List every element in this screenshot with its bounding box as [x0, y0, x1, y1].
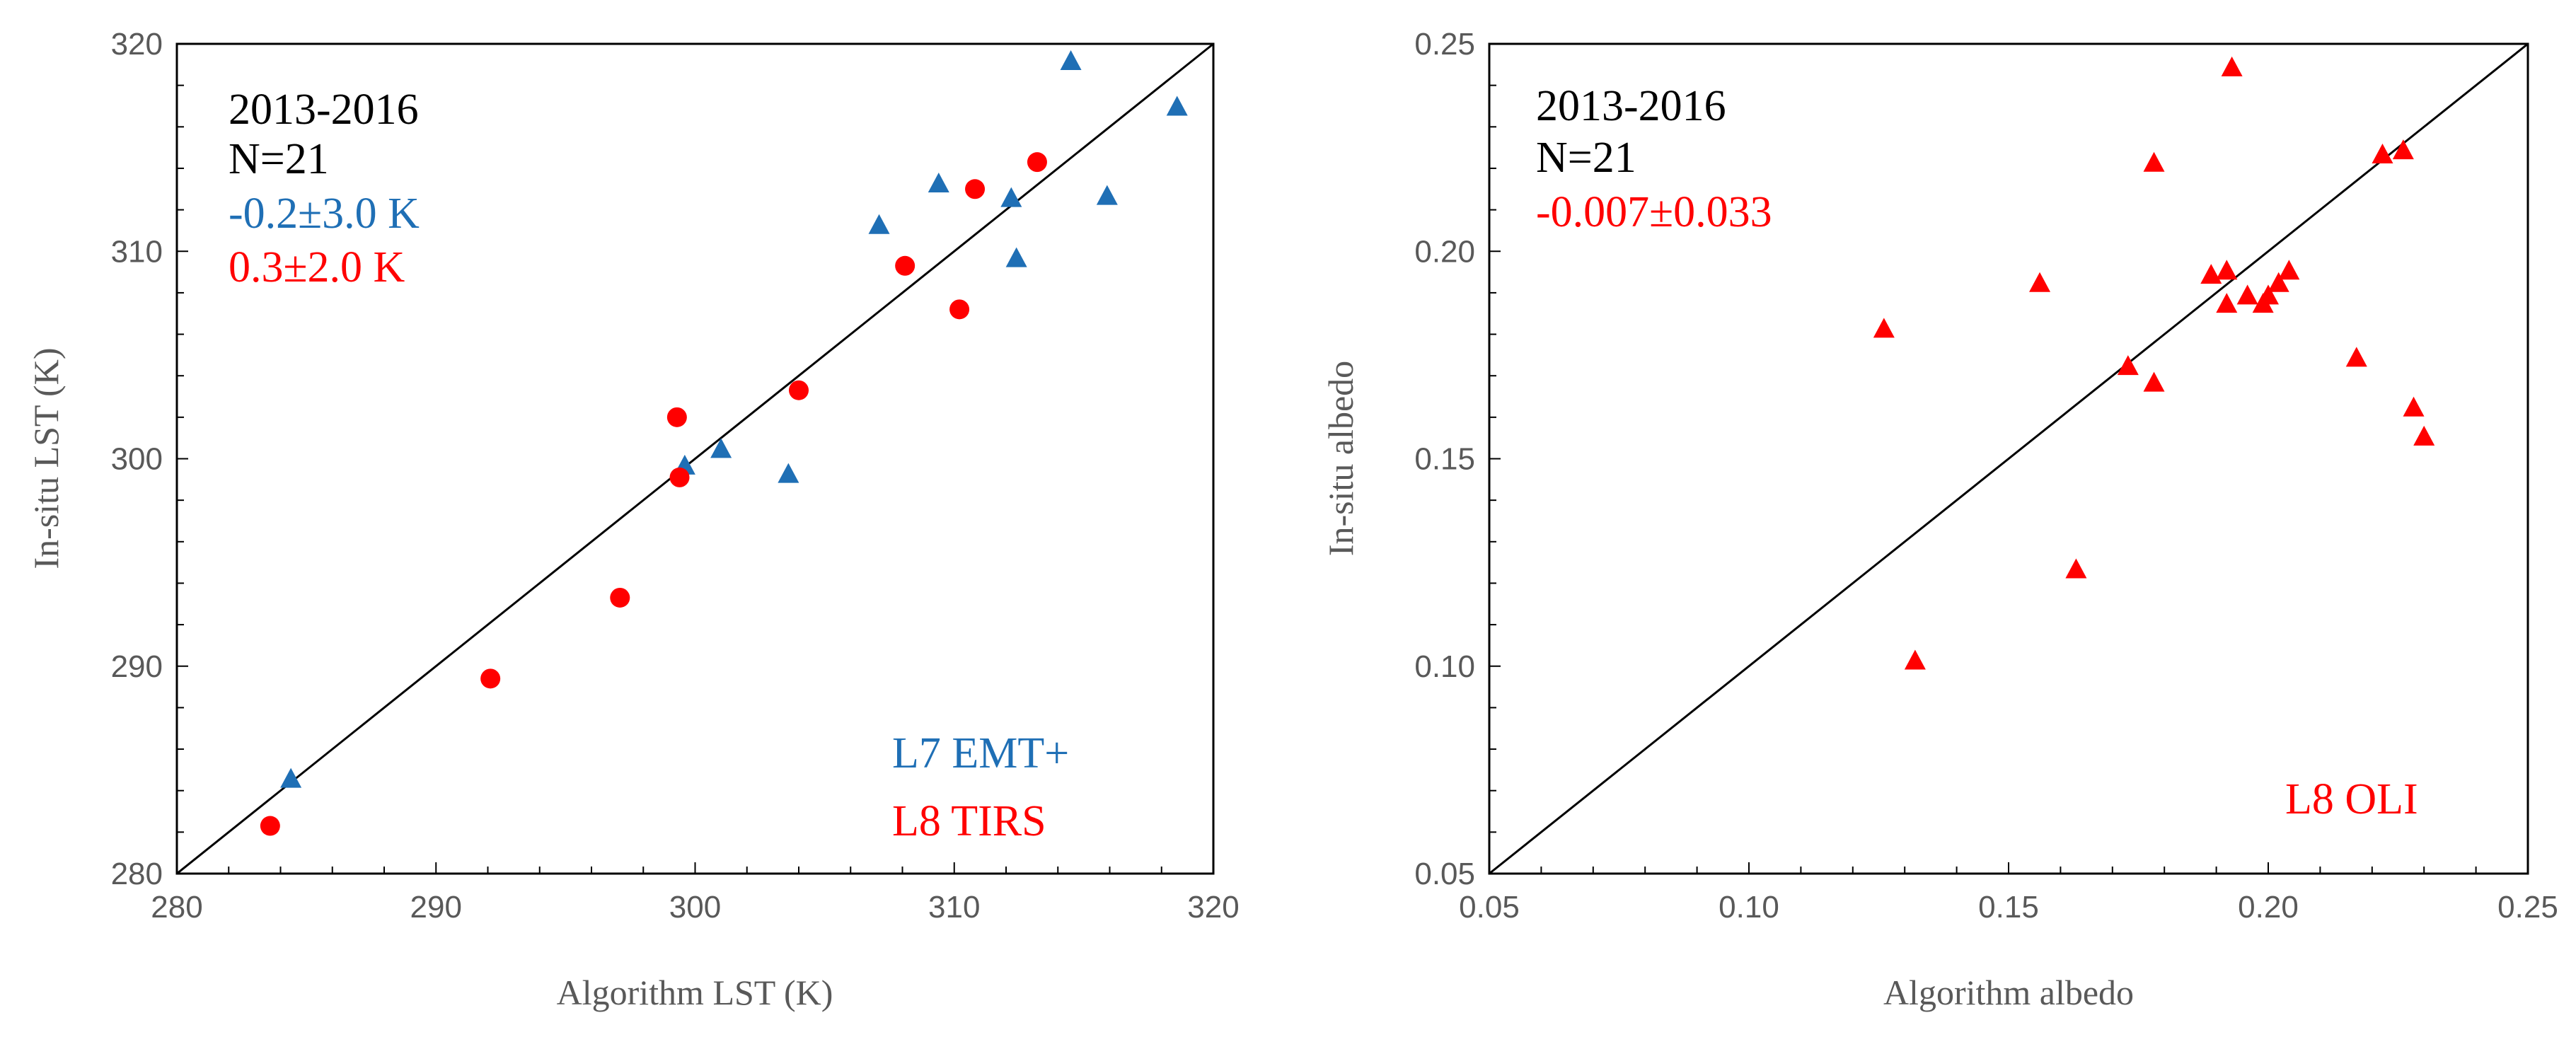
albedo-point-l8-oli: [2216, 260, 2238, 280]
lst-one-to-one-line: [176, 42, 1214, 875]
x-tick-label: 300: [669, 890, 721, 925]
lst-point-l7-emt-: [1060, 50, 1082, 71]
x-tick-label: 0.10: [1719, 890, 1779, 925]
albedo-point-l8-oli: [2413, 425, 2435, 446]
x-tick-label: 280: [151, 890, 202, 925]
albedo-one-to-one-line: [1489, 42, 2529, 875]
albedo-point-l8-oli: [2200, 264, 2222, 284]
x-tick-label: 0.20: [2238, 890, 2299, 925]
y-tick-label: 300: [111, 442, 163, 477]
albedo-point-l8-oli: [2372, 143, 2393, 163]
albedo-point-l8-oli: [1873, 318, 1895, 338]
lst-point-l8-tirs: [949, 299, 970, 320]
albedo-period-label: 2013-2016: [1536, 82, 1726, 130]
albedo-point-l8-oli: [2029, 272, 2051, 292]
albedo-point-l8-oli: [2143, 151, 2165, 172]
albedo-point-l8-oli: [2345, 347, 2367, 367]
lst-legend-l8: L8 TIRS: [892, 797, 1046, 845]
albedo-x-axis-label: Algorithm albedo: [1883, 973, 2134, 1012]
lst-point-l7-emt-: [778, 463, 799, 483]
albedo-point-l8-oli: [2236, 284, 2258, 305]
lst-point-l7-emt-: [1096, 185, 1118, 205]
albedo-legend-l8oli: L8 OLI: [2285, 775, 2418, 823]
lst-scatter-panel: 280 290 300 310 320 280 290 300 310 320 2013-201…: [26, 27, 1240, 1012]
albedo-point-l8-oli: [2258, 284, 2279, 305]
y-tick-label: 0.25: [1414, 27, 1475, 62]
lst-point-l8-tirs: [669, 467, 690, 487]
lst-point-l8-tirs: [610, 587, 630, 608]
y-tick-label: 0.10: [1414, 649, 1475, 684]
albedo-point-l8-oli: [2065, 558, 2087, 579]
albedo-points: [1873, 56, 2435, 670]
lst-point-l8-tirs: [666, 407, 687, 427]
y-tick-label: 280: [111, 857, 163, 891]
albedo-point-l8-oli: [2392, 139, 2414, 160]
albedo-point-l8-oli: [2221, 56, 2243, 76]
lst-points: [260, 50, 1188, 836]
lst-point-l8-tirs: [260, 816, 280, 836]
albedo-x-ticks: 0.05 0.10 0.15 0.20 0.25: [1459, 862, 2558, 925]
albedo-point-l8-oli: [1904, 649, 1926, 670]
y-tick-label: 0.20: [1414, 234, 1475, 269]
albedo-y-ticks: 0.05 0.10 0.15 0.20 0.25: [1414, 27, 1501, 891]
lst-count-label: N=21: [229, 135, 329, 183]
y-tick-label: 310: [111, 234, 163, 269]
albedo-point-l8-oli: [2143, 371, 2165, 392]
lst-x-ticks: 280 290 300 310 320: [151, 862, 1240, 925]
albedo-point-l8-oli: [2117, 355, 2139, 376]
lst-point-l7-emt-: [868, 214, 890, 234]
albedo-y-axis-label: In-situ albedo: [1321, 361, 1361, 556]
y-tick-label: 0.05: [1414, 857, 1475, 891]
albedo-scatter-panel: 0.05 0.10 0.15 0.20 0.25 0.05 0.10 0.15 0.20 0.2…: [1321, 27, 2558, 1012]
x-tick-label: 310: [928, 890, 980, 925]
lst-period-label: 2013-2016: [229, 86, 419, 134]
lst-y-ticks: 280 290 300 310 320: [111, 27, 188, 891]
lst-point-l7-emt-: [1005, 247, 1027, 267]
x-tick-label: 0.15: [1978, 890, 2039, 925]
albedo-point-l8-oli: [2278, 260, 2300, 280]
lst-point-l8-tirs: [789, 380, 809, 400]
x-tick-label: 290: [410, 890, 462, 925]
y-tick-label: 0.15: [1414, 442, 1475, 477]
albedo-point-l8-oli: [2216, 293, 2238, 313]
lst-point-l7-emt-: [1166, 95, 1188, 116]
lst-point-l8-tirs: [895, 255, 916, 276]
albedo-bias-label: -0.007±0.033: [1536, 188, 1772, 236]
albedo-count-label: N=21: [1536, 134, 1636, 182]
lst-y-axis-label: In-situ LST (K): [26, 348, 66, 569]
lst-x-axis-label: Algorithm LST (K): [557, 973, 833, 1012]
lst-point-l7-emt-: [280, 767, 302, 788]
y-tick-label: 320: [111, 27, 163, 62]
x-tick-label: 320: [1187, 890, 1239, 925]
lst-l7-bias-label: -0.2±3.0 K: [229, 190, 420, 238]
y-tick-label: 290: [111, 649, 163, 684]
x-tick-label: 0.05: [1459, 890, 1520, 925]
lst-point-l7-emt-: [928, 173, 949, 193]
albedo-point-l8-oli: [2403, 396, 2425, 417]
albedo-point-l8-oli: [2268, 272, 2289, 292]
lst-l8-bias-label: 0.3±2.0 K: [229, 243, 405, 291]
lst-point-l8-tirs: [480, 668, 501, 689]
lst-legend-l7: L7 EMT+: [892, 729, 1069, 777]
lst-point-l7-emt-: [710, 438, 732, 458]
x-tick-label: 0.25: [2497, 890, 2558, 925]
lst-point-l8-tirs: [1027, 152, 1047, 173]
lst-point-l7-emt-: [1000, 187, 1022, 207]
lst-point-l8-tirs: [965, 179, 986, 199]
